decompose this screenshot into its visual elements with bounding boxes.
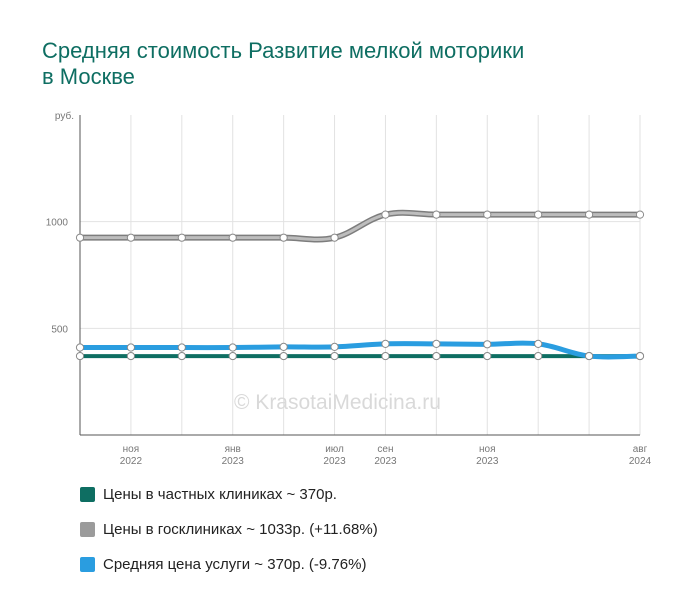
data-point-private bbox=[534, 351, 543, 361]
data-point-average bbox=[584, 351, 594, 361]
watermark: © KrasotaiMedicina.ru bbox=[234, 391, 441, 414]
x-tick-label-year: 2023 bbox=[374, 456, 397, 467]
data-point-average bbox=[228, 343, 237, 352]
data-point-private bbox=[483, 351, 492, 361]
data-point-average bbox=[279, 342, 288, 351]
data-point-public bbox=[432, 210, 441, 219]
legend-item-public[interactable]: Цены в госклиниках ~ 1033р. (+11.68%) bbox=[80, 519, 378, 539]
x-tick-label-month: сен bbox=[377, 444, 393, 455]
data-point-private bbox=[381, 351, 390, 361]
data-point-private bbox=[279, 351, 288, 361]
data-point-private bbox=[228, 351, 237, 361]
axes bbox=[79, 115, 640, 436]
x-tick-label-month: авг bbox=[633, 444, 648, 455]
data-point-public bbox=[126, 233, 136, 242]
data-point-public bbox=[483, 210, 492, 219]
data-point-private bbox=[330, 351, 339, 361]
data-point-public bbox=[279, 233, 288, 242]
x-tick-label-year: 2023 bbox=[222, 456, 245, 467]
legend-item-average[interactable]: Средняя цена услуги ~ 370р. (-9.76%) bbox=[80, 554, 378, 574]
data-point-private bbox=[126, 351, 136, 361]
data-point-average bbox=[534, 339, 543, 349]
axis-labels: 5001000руб.ноя2022янв2023июл2023сен2023н… bbox=[46, 110, 652, 467]
series bbox=[77, 209, 643, 360]
chart-title: Средняя стоимость Развитие мелкой мотори… bbox=[42, 38, 662, 90]
chart-title-line2: в Москве bbox=[42, 64, 135, 89]
x-tick-label-month: ноя bbox=[123, 444, 140, 455]
x-tick-label-year: 2024 bbox=[629, 456, 652, 467]
legend-item-private[interactable]: Цены в частных клиниках ~ 370р. bbox=[80, 484, 378, 504]
legend-label-average: Средняя цена услуги ~ 370р. (-9.76%) bbox=[103, 555, 367, 573]
data-point-public bbox=[177, 233, 186, 242]
series-line-public bbox=[78, 211, 642, 241]
y-axis-label: руб. bbox=[55, 110, 74, 122]
data-point-average bbox=[381, 339, 390, 349]
data-point-average bbox=[635, 351, 645, 361]
x-tick-label-year: 2022 bbox=[120, 456, 143, 467]
data-point-average bbox=[75, 343, 85, 352]
y-tick-label: 1000 bbox=[46, 218, 69, 229]
x-tick-label-month: июл bbox=[325, 444, 344, 455]
data-point-average bbox=[330, 342, 339, 351]
data-point-public bbox=[534, 210, 543, 219]
data-point-public bbox=[635, 210, 645, 219]
legend-swatch-private bbox=[80, 486, 95, 502]
x-tick-label-month: ноя bbox=[479, 444, 496, 455]
data-point-average bbox=[432, 339, 441, 349]
chart-title-line1: Средняя стоимость Развитие мелкой мотори… bbox=[42, 38, 525, 63]
x-tick-label-month: янв bbox=[225, 444, 241, 455]
data-point-average bbox=[177, 343, 186, 352]
x-tick-label-year: 2023 bbox=[476, 456, 499, 467]
y-tick-label: 500 bbox=[51, 324, 68, 335]
grid bbox=[79, 115, 641, 435]
legend-label-public: Цены в госклиниках ~ 1033р. (+11.68%) bbox=[103, 520, 378, 538]
data-point-public bbox=[584, 210, 594, 219]
data-point-average bbox=[126, 343, 136, 352]
legend: Цены в частных клиниках ~ 370р. Цены в г… bbox=[80, 484, 378, 589]
data-point-public bbox=[381, 210, 390, 219]
legend-swatch-average bbox=[80, 556, 95, 572]
data-point-public bbox=[330, 233, 339, 242]
data-point-public bbox=[228, 233, 237, 242]
data-point-private bbox=[75, 351, 85, 361]
data-point-average bbox=[483, 340, 492, 349]
data-points bbox=[75, 210, 645, 361]
legend-label-private: Цены в частных клиниках ~ 370р. bbox=[103, 485, 337, 503]
data-point-private bbox=[177, 351, 186, 361]
data-point-private bbox=[432, 351, 441, 361]
x-tick-label-year: 2023 bbox=[323, 456, 346, 467]
data-point-public bbox=[75, 233, 85, 242]
series-line-average bbox=[77, 340, 643, 360]
legend-swatch-public bbox=[80, 521, 95, 537]
